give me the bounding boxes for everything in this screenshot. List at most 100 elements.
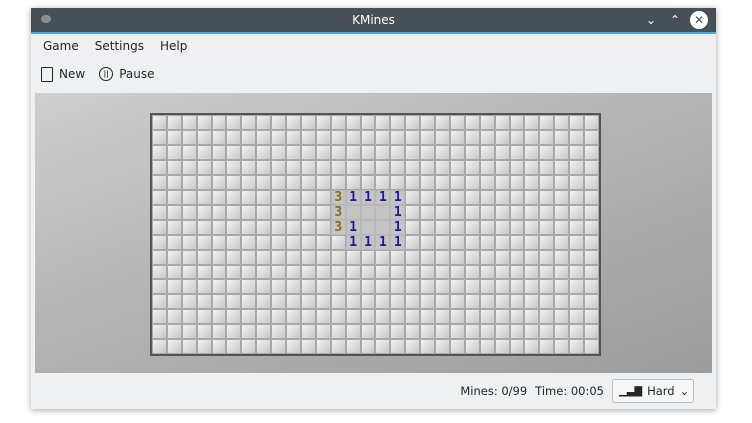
hidden-cell[interactable] — [420, 309, 436, 325]
hidden-cell[interactable] — [479, 174, 495, 190]
hidden-cell[interactable] — [166, 339, 182, 354]
hidden-cell[interactable] — [494, 339, 510, 354]
hidden-cell[interactable] — [286, 324, 301, 340]
hidden-cell[interactable] — [569, 234, 585, 250]
hidden-cell[interactable] — [390, 324, 406, 340]
hidden-cell[interactable] — [315, 115, 331, 130]
hidden-cell[interactable] — [524, 324, 540, 340]
hidden-cell[interactable] — [524, 294, 540, 310]
hidden-cell[interactable] — [539, 279, 555, 295]
hidden-cell[interactable] — [181, 174, 197, 190]
hidden-cell[interactable] — [315, 159, 331, 175]
hidden-cell[interactable] — [360, 249, 376, 265]
hidden-cell[interactable] — [330, 234, 346, 250]
hidden-cell[interactable] — [435, 249, 450, 265]
revealed-cell[interactable] — [360, 204, 376, 220]
hidden-cell[interactable] — [390, 174, 406, 190]
hidden-cell[interactable] — [524, 144, 540, 160]
hidden-cell[interactable] — [211, 279, 227, 295]
hidden-cell[interactable] — [152, 189, 167, 205]
hidden-cell[interactable] — [181, 324, 197, 340]
hidden-cell[interactable] — [449, 309, 465, 325]
hidden-cell[interactable] — [315, 144, 331, 160]
hidden-cell[interactable] — [181, 309, 197, 325]
hidden-cell[interactable] — [196, 204, 212, 220]
hidden-cell[interactable] — [300, 115, 316, 130]
hidden-cell[interactable] — [464, 294, 480, 310]
hidden-cell[interactable] — [390, 264, 406, 280]
hidden-cell[interactable] — [271, 234, 287, 250]
hidden-cell[interactable] — [464, 219, 480, 235]
hidden-cell[interactable] — [315, 234, 331, 250]
hidden-cell[interactable] — [420, 279, 436, 295]
hidden-cell[interactable] — [330, 294, 346, 310]
hidden-cell[interactable] — [375, 159, 391, 175]
hidden-cell[interactable] — [271, 294, 287, 310]
hidden-cell[interactable] — [226, 159, 242, 175]
hidden-cell[interactable] — [420, 189, 436, 205]
hidden-cell[interactable] — [286, 219, 301, 235]
hidden-cell[interactable] — [211, 174, 227, 190]
hidden-cell[interactable] — [479, 234, 495, 250]
hidden-cell[interactable] — [584, 264, 599, 280]
hidden-cell[interactable] — [405, 144, 421, 160]
hidden-cell[interactable] — [330, 249, 346, 265]
hidden-cell[interactable] — [464, 144, 480, 160]
hidden-cell[interactable] — [241, 144, 257, 160]
hidden-cell[interactable] — [315, 189, 331, 205]
hidden-cell[interactable] — [420, 324, 436, 340]
hidden-cell[interactable] — [360, 309, 376, 325]
hidden-cell[interactable] — [241, 324, 257, 340]
hidden-cell[interactable] — [241, 174, 257, 190]
hidden-cell[interactable] — [554, 339, 570, 354]
hidden-cell[interactable] — [166, 264, 182, 280]
hidden-cell[interactable] — [300, 129, 316, 145]
hidden-cell[interactable] — [181, 279, 197, 295]
revealed-cell[interactable]: 1 — [390, 234, 406, 250]
hidden-cell[interactable] — [479, 189, 495, 205]
hidden-cell[interactable] — [241, 279, 257, 295]
hidden-cell[interactable] — [196, 115, 212, 130]
hidden-cell[interactable] — [569, 279, 585, 295]
hidden-cell[interactable] — [152, 324, 167, 340]
hidden-cell[interactable] — [584, 159, 599, 175]
hidden-cell[interactable] — [494, 115, 510, 130]
hidden-cell[interactable] — [554, 294, 570, 310]
hidden-cell[interactable] — [509, 115, 525, 130]
hidden-cell[interactable] — [315, 279, 331, 295]
hidden-cell[interactable] — [152, 159, 167, 175]
hidden-cell[interactable] — [300, 249, 316, 265]
hidden-cell[interactable] — [375, 309, 391, 325]
hidden-cell[interactable] — [554, 264, 570, 280]
hidden-cell[interactable] — [152, 234, 167, 250]
hidden-cell[interactable] — [390, 129, 406, 145]
hidden-cell[interactable] — [256, 234, 272, 250]
hidden-cell[interactable] — [315, 294, 331, 310]
hidden-cell[interactable] — [315, 174, 331, 190]
hidden-cell[interactable] — [464, 189, 480, 205]
hidden-cell[interactable] — [360, 324, 376, 340]
hidden-cell[interactable] — [300, 204, 316, 220]
revealed-cell[interactable]: 1 — [360, 189, 376, 205]
hidden-cell[interactable] — [509, 174, 525, 190]
hidden-cell[interactable] — [494, 129, 510, 145]
hidden-cell[interactable] — [435, 294, 450, 310]
hidden-cell[interactable] — [584, 294, 599, 310]
hidden-cell[interactable] — [524, 115, 540, 130]
hidden-cell[interactable] — [211, 189, 227, 205]
hidden-cell[interactable] — [569, 294, 585, 310]
hidden-cell[interactable] — [420, 174, 436, 190]
hidden-cell[interactable] — [360, 159, 376, 175]
hidden-cell[interactable] — [226, 189, 242, 205]
hidden-cell[interactable] — [584, 144, 599, 160]
hidden-cell[interactable] — [405, 294, 421, 310]
hidden-cell[interactable] — [300, 174, 316, 190]
hidden-cell[interactable] — [435, 234, 450, 250]
hidden-cell[interactable] — [166, 294, 182, 310]
hidden-cell[interactable] — [420, 129, 436, 145]
hidden-cell[interactable] — [196, 144, 212, 160]
hidden-cell[interactable] — [405, 115, 421, 130]
hidden-cell[interactable] — [405, 249, 421, 265]
hidden-cell[interactable] — [435, 129, 450, 145]
hidden-cell[interactable] — [420, 144, 436, 160]
